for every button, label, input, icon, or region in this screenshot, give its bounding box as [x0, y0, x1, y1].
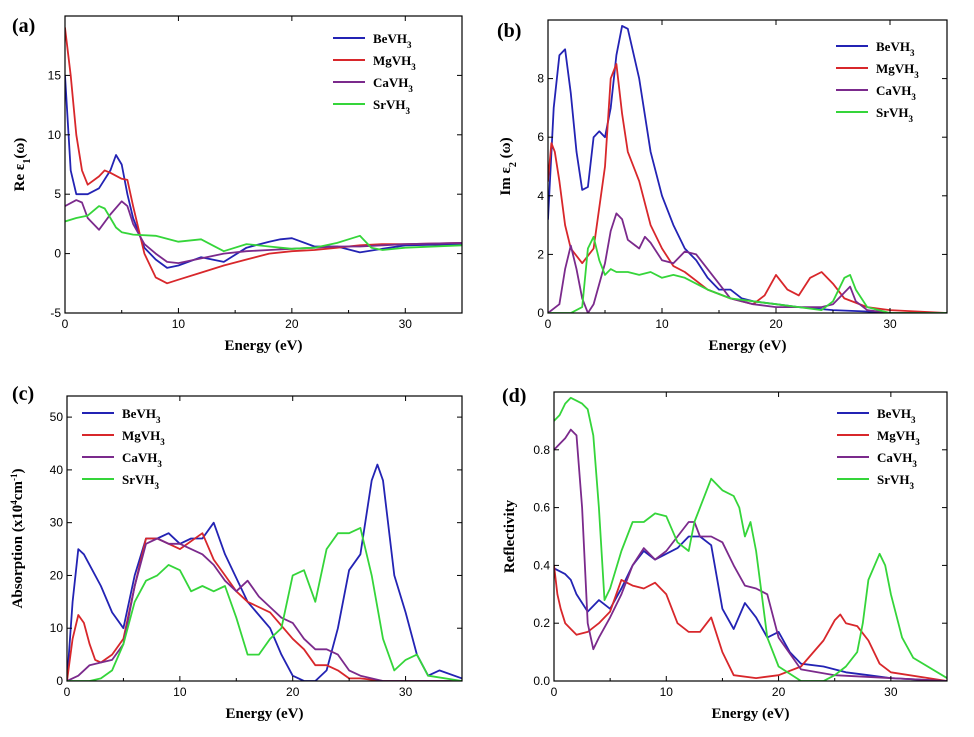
y-axis-title: Im ε2 (ω) — [498, 137, 519, 195]
y-tick-label: 10 — [48, 128, 62, 142]
series-line-mgvh3 — [548, 63, 947, 313]
series-group — [65, 26, 462, 285]
panel-label: (d) — [502, 385, 526, 407]
y-tick-label: 5 — [54, 187, 61, 201]
series-line-cavh3 — [67, 537, 462, 681]
panel-c: 0 10 20 30 0 10 20 30 40 50 Energy (eV) Absorption … — [9, 383, 463, 722]
y-tick-label: 10 — [50, 621, 64, 635]
x-tick-label: 10 — [655, 317, 669, 331]
x-axis-title: Energy (eV) — [712, 706, 790, 722]
y-tick-label: 40 — [50, 463, 64, 477]
x-tick-label: 30 — [884, 685, 898, 699]
y-tick-label: -5 — [50, 306, 61, 320]
x-tick-label: 20 — [769, 317, 783, 331]
x-tick-label: 20 — [772, 685, 786, 699]
legend: BeVH3 MgVH3 CaVH3 SrVH3 — [82, 406, 165, 491]
legend: BeVH3 MgVH3 CaVH3 SrVH3 — [837, 406, 920, 491]
y-tick-label: 0.0 — [533, 674, 550, 688]
panel-d: 0 10 20 30 0.0 0.2 0.4 0.6 0.8 Energy (eV) Reflect… — [502, 385, 948, 722]
x-tick-label: 0 — [551, 685, 558, 699]
x-tick-label: 20 — [285, 317, 299, 331]
x-axis-title: Energy (eV) — [709, 338, 787, 354]
series-group — [67, 463, 462, 681]
y-tick-label: 4 — [537, 189, 544, 203]
y-axis-title: Absorption (x104cm-1) — [9, 469, 26, 609]
legend-label-mgvh3: MgVH3 — [122, 428, 165, 447]
series-group — [548, 24, 947, 313]
x-tick-label: 30 — [883, 317, 897, 331]
y-tick-label: 0.2 — [533, 616, 550, 630]
series-line-srvh3 — [65, 205, 462, 253]
legend-label-cavh3: CaVH3 — [876, 83, 916, 102]
y-tick-label: 0 — [54, 247, 61, 261]
series-line-srvh3 — [554, 396, 947, 681]
y-tick-label: 0.6 — [533, 501, 550, 515]
legend-label-bevh3: BeVH3 — [876, 39, 915, 58]
series-line-cavh3 — [554, 428, 947, 681]
plot-frame — [66, 395, 463, 682]
series-line-srvh3 — [67, 527, 462, 681]
x-tick-label: 10 — [660, 685, 674, 699]
x-tick-label: 30 — [399, 685, 413, 699]
series-line-mgvh3 — [554, 564, 947, 681]
x-axis-title: Energy (eV) — [226, 706, 304, 722]
legend-label-srvh3: SrVH3 — [876, 105, 914, 124]
plot-frame — [553, 391, 948, 682]
legend-label-mgvh3: MgVH3 — [876, 61, 919, 80]
y-tick-label: 6 — [537, 130, 544, 144]
series-group — [554, 396, 947, 681]
x-tick-label: 0 — [64, 685, 71, 699]
legend-label-mgvh3: MgVH3 — [373, 53, 416, 72]
y-tick-label: 0.4 — [533, 558, 550, 572]
legend-label-bevh3: BeVH3 — [122, 406, 161, 425]
y-tick-label: 2 — [537, 247, 544, 261]
legend-label-cavh3: CaVH3 — [373, 75, 413, 94]
legend: BeVH3 MgVH3 CaVH3 SrVH3 — [333, 31, 416, 116]
legend-label-bevh3: BeVH3 — [373, 31, 412, 50]
y-axis-title: Re ε1(ω) — [12, 138, 33, 192]
panel-label: (b) — [497, 20, 521, 42]
series-line-bevh3 — [554, 535, 947, 681]
y-tick-label: 0.8 — [533, 443, 550, 457]
panel-label: (a) — [12, 15, 35, 37]
x-tick-label: 30 — [399, 317, 413, 331]
x-tick-label: 10 — [172, 317, 186, 331]
y-tick-label: 0 — [537, 306, 544, 320]
y-tick-label: 0 — [56, 674, 63, 688]
legend-label-srvh3: SrVH3 — [122, 472, 160, 491]
x-tick-label: 0 — [62, 317, 69, 331]
legend-label-srvh3: SrVH3 — [373, 97, 411, 116]
legend-label-cavh3: CaVH3 — [877, 450, 917, 469]
legend: BeVH3 MgVH3 CaVH3 SrVH3 — [836, 39, 919, 124]
legend-label-mgvh3: MgVH3 — [877, 428, 920, 447]
y-tick-label: 50 — [50, 410, 64, 424]
x-axis-title: Energy (eV) — [225, 338, 303, 354]
y-tick-label: 8 — [537, 72, 544, 86]
plot-frame — [547, 19, 948, 314]
legend-label-srvh3: SrVH3 — [877, 472, 915, 491]
y-axis-title: Reflectivity — [502, 499, 518, 573]
y-tick-label: 30 — [50, 516, 64, 530]
x-tick-label: 10 — [173, 685, 187, 699]
panel-label: (c) — [12, 383, 34, 405]
series-line-bevh3 — [67, 463, 462, 681]
x-tick-label: 20 — [286, 685, 300, 699]
legend-label-cavh3: CaVH3 — [122, 450, 162, 469]
plot-frame — [64, 15, 463, 314]
series-line-cavh3 — [65, 199, 462, 265]
series-line-cavh3 — [548, 212, 947, 313]
series-line-mgvh3 — [67, 532, 462, 681]
y-tick-label: 15 — [48, 68, 62, 82]
x-tick-label: 0 — [545, 317, 552, 331]
y-tick-label: 20 — [50, 568, 64, 582]
panel-b: 0 10 20 30 0 2 4 6 8 Energy (eV) Im ε2 (ω) (b) BeVH3… — [497, 19, 948, 354]
series-line-mgvh3 — [65, 26, 462, 285]
series-line-srvh3 — [548, 235, 947, 313]
legend-label-bevh3: BeVH3 — [877, 406, 916, 425]
